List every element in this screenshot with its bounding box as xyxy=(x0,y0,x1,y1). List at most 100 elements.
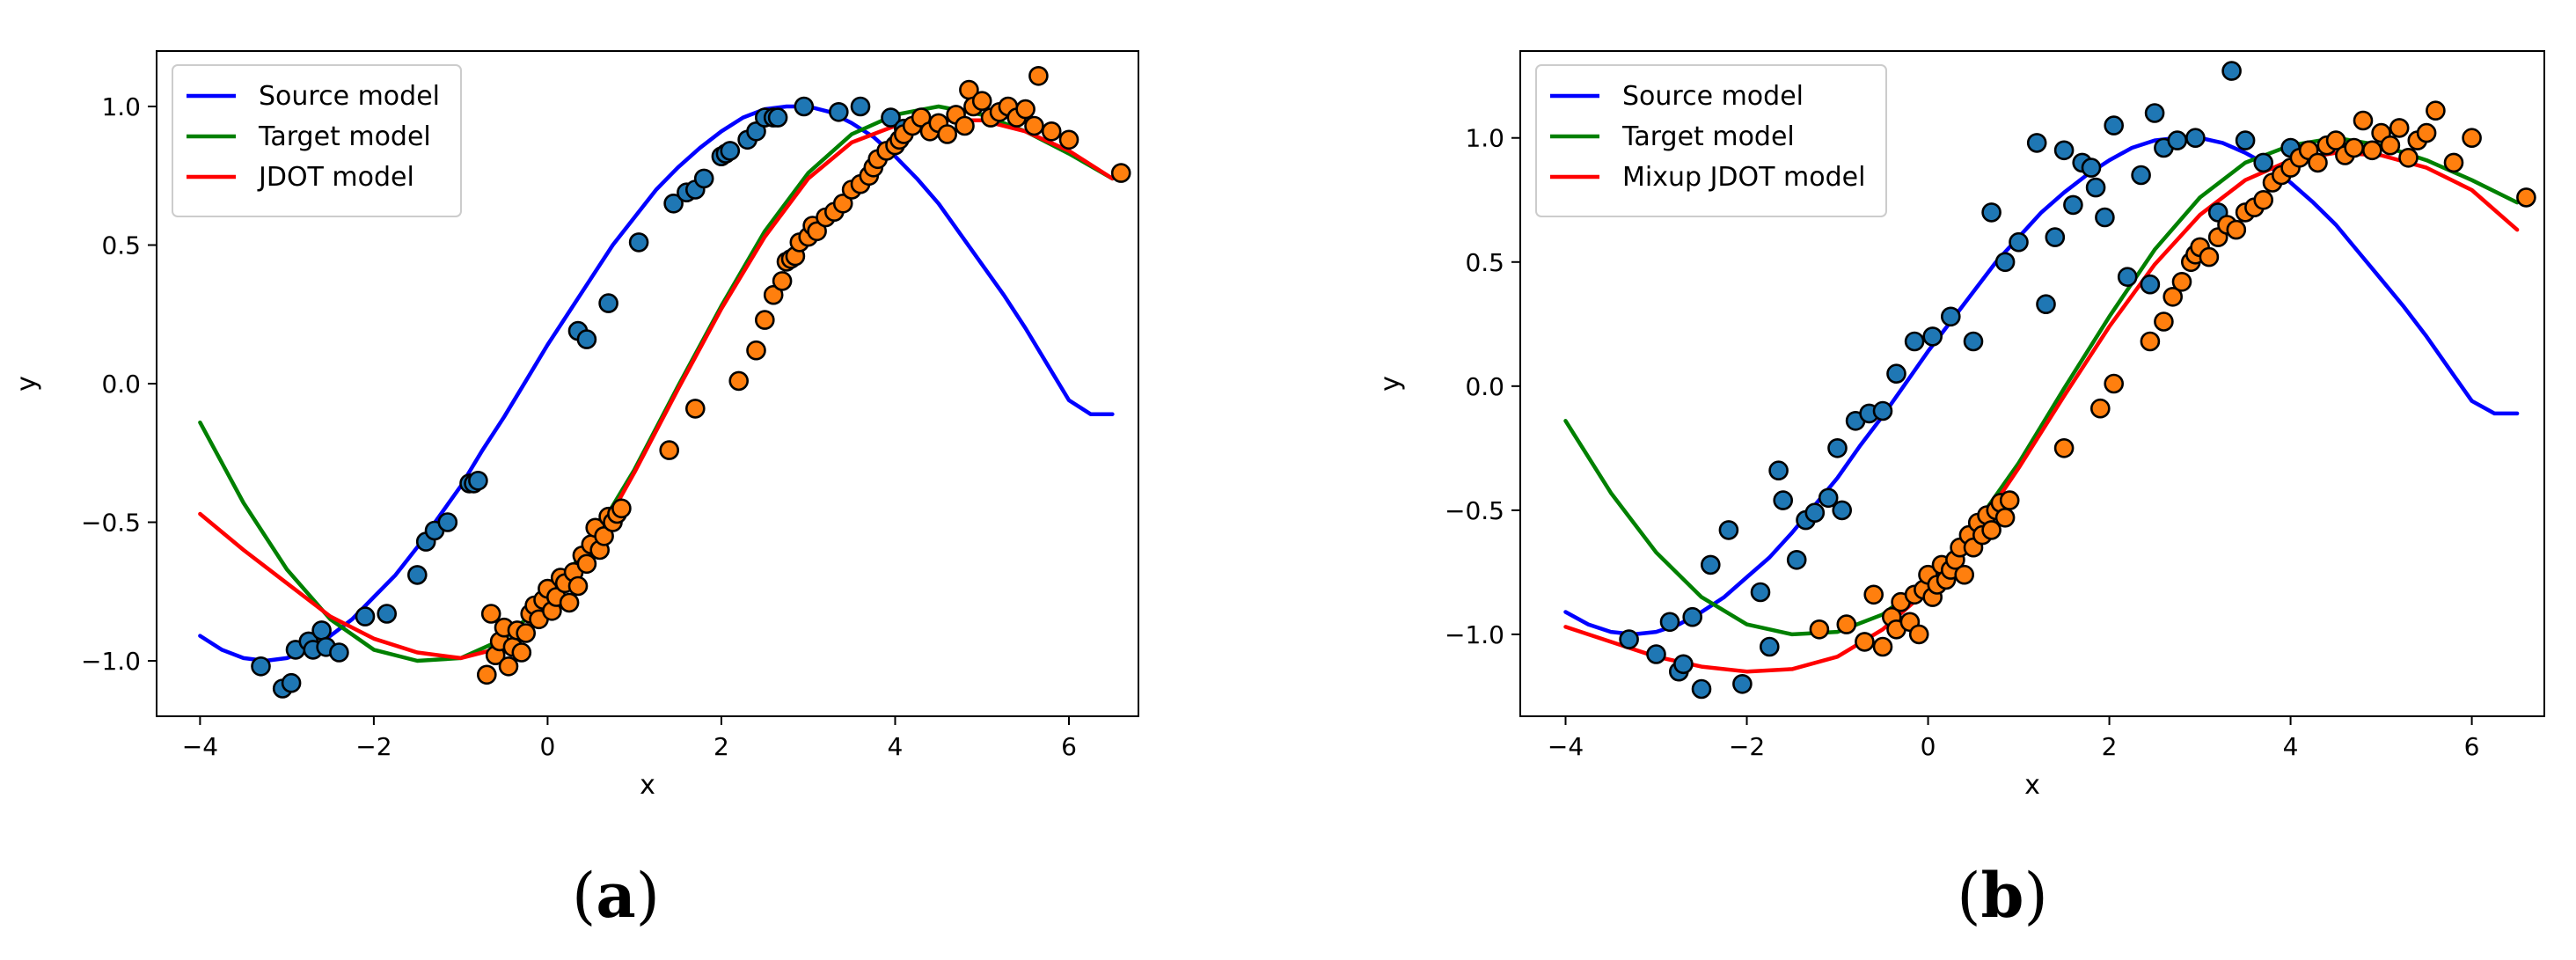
legend-label: Source model xyxy=(259,81,440,112)
target-samples-point xyxy=(511,642,532,663)
source-samples-point xyxy=(1701,554,1721,575)
source-samples-point xyxy=(663,194,684,214)
target-samples-point xyxy=(594,525,614,546)
target-samples-point xyxy=(476,664,497,685)
panel-b-ticks: −4 −2 0 2 4 6 −1.0 −0.5 0.0 0.5 1.0 xyxy=(1445,124,2480,761)
target-samples-point xyxy=(1809,619,1830,640)
x-tick-label: −2 xyxy=(355,732,392,761)
series-line-mixup-jdot-model xyxy=(1563,150,2520,674)
source-samples-point xyxy=(1619,629,1639,649)
panel-a: −4 −2 0 2 4 6 −1.0 −0.5 0.0 0.5 1.0 x y Source mod… xyxy=(11,50,1139,932)
target-samples-point xyxy=(1024,115,1044,136)
target-samples-point xyxy=(2443,152,2464,173)
source-samples-point xyxy=(1886,363,1906,385)
source-samples-point xyxy=(1732,673,1753,694)
target-samples-point xyxy=(2171,271,2192,292)
source-samples-point xyxy=(767,107,788,128)
target-samples-point xyxy=(498,656,519,677)
target-samples-point xyxy=(1954,564,1974,585)
y-tick-label: −1.0 xyxy=(1445,620,1504,649)
target-samples-point xyxy=(1836,614,1857,634)
target-samples-point xyxy=(763,284,784,305)
source-samples-point xyxy=(828,102,849,122)
target-samples-point xyxy=(2163,286,2183,307)
target-samples-point xyxy=(567,575,589,597)
source-samples-point xyxy=(2026,133,2047,153)
target-samples-point xyxy=(911,107,932,128)
source-samples-point xyxy=(2140,274,2161,295)
target-samples-point xyxy=(1058,129,1079,150)
source-samples-point xyxy=(1673,654,1694,675)
source-samples-point xyxy=(1922,326,1943,347)
series-line-source-model xyxy=(1563,136,2520,637)
source-samples-point xyxy=(2063,194,2083,216)
target-samples-point xyxy=(2398,148,2419,168)
x-tick-label: −4 xyxy=(1548,732,1584,761)
legend-label: Mixup JDOT model xyxy=(1622,162,1865,193)
target-samples-point xyxy=(832,194,853,214)
source-samples-point xyxy=(377,604,398,624)
y-tick-label: 0.5 xyxy=(1465,248,1504,277)
source-samples-point xyxy=(329,642,349,663)
panel-b-legend: Source model Target model Mixup JDOT model xyxy=(1535,64,1887,217)
y-tick-label: 1.0 xyxy=(101,92,141,121)
x-tick-label: 2 xyxy=(714,732,729,761)
source-samples-point xyxy=(1750,582,1771,603)
target-samples-point xyxy=(1863,584,1884,605)
source-samples-point xyxy=(468,470,488,491)
x-tick-label: −4 xyxy=(182,732,218,761)
target-samples-point xyxy=(2380,135,2401,156)
panel-b-x-axis-label: x xyxy=(2024,770,2040,801)
source-samples-point xyxy=(1818,487,1839,509)
target-samples-point xyxy=(2344,137,2364,158)
source-samples-point xyxy=(1786,549,1807,570)
x-tick-label: 4 xyxy=(2283,732,2299,761)
source-samples-point xyxy=(1804,502,1826,524)
target-samples-point xyxy=(2226,219,2247,240)
source-samples-point xyxy=(794,96,815,117)
target-samples-point xyxy=(684,399,706,419)
target-samples-point xyxy=(754,310,775,330)
source-samples-point xyxy=(251,656,271,677)
target-samples-point xyxy=(2253,190,2273,210)
target-samples-point xyxy=(1015,99,1036,120)
source-samples-point xyxy=(2235,130,2256,150)
panel-a-ticks: −4 −2 0 2 4 6 −1.0 −0.5 0.0 0.5 1.0 xyxy=(81,92,1077,761)
source-samples-point xyxy=(2045,227,2066,247)
target-samples-point xyxy=(955,115,975,136)
target-samples-point xyxy=(611,498,632,519)
target-samples-point xyxy=(746,340,766,361)
target-samples-point xyxy=(516,623,537,643)
source-samples-point xyxy=(355,606,376,627)
source-samples-point xyxy=(1994,252,2016,273)
source-samples-point xyxy=(1768,460,1789,481)
source-samples-point xyxy=(2253,152,2273,173)
source-samples-point xyxy=(2131,165,2151,186)
target-samples-point xyxy=(576,553,597,575)
panel-a-legend: Source model Target model JDOT model xyxy=(172,64,462,217)
source-samples-point xyxy=(1659,612,1680,633)
target-samples-point xyxy=(1981,520,2002,540)
source-samples-point xyxy=(1691,678,1712,700)
target-samples-point xyxy=(2053,437,2075,458)
source-samples-point xyxy=(2117,267,2138,288)
source-samples-point xyxy=(1963,331,1984,352)
target-samples-point xyxy=(728,370,750,392)
x-tick-label: 0 xyxy=(1921,732,1936,761)
source-samples-point xyxy=(2085,177,2106,198)
y-tick-label: 0.5 xyxy=(101,231,141,260)
x-tick-label: −2 xyxy=(1729,732,1765,761)
source-samples-point xyxy=(720,141,741,161)
source-samples-point xyxy=(598,293,618,313)
source-samples-point xyxy=(2053,140,2075,161)
source-samples-point xyxy=(2144,103,2165,123)
source-samples-point xyxy=(2081,158,2102,178)
target-samples-point xyxy=(659,440,680,460)
source-samples-point xyxy=(437,512,458,532)
panel-a-caption: (a) xyxy=(572,859,660,932)
x-tick-label: 0 xyxy=(540,732,556,761)
target-samples-point xyxy=(937,124,957,144)
source-samples-point xyxy=(2104,115,2124,136)
source-samples-point xyxy=(881,107,901,128)
